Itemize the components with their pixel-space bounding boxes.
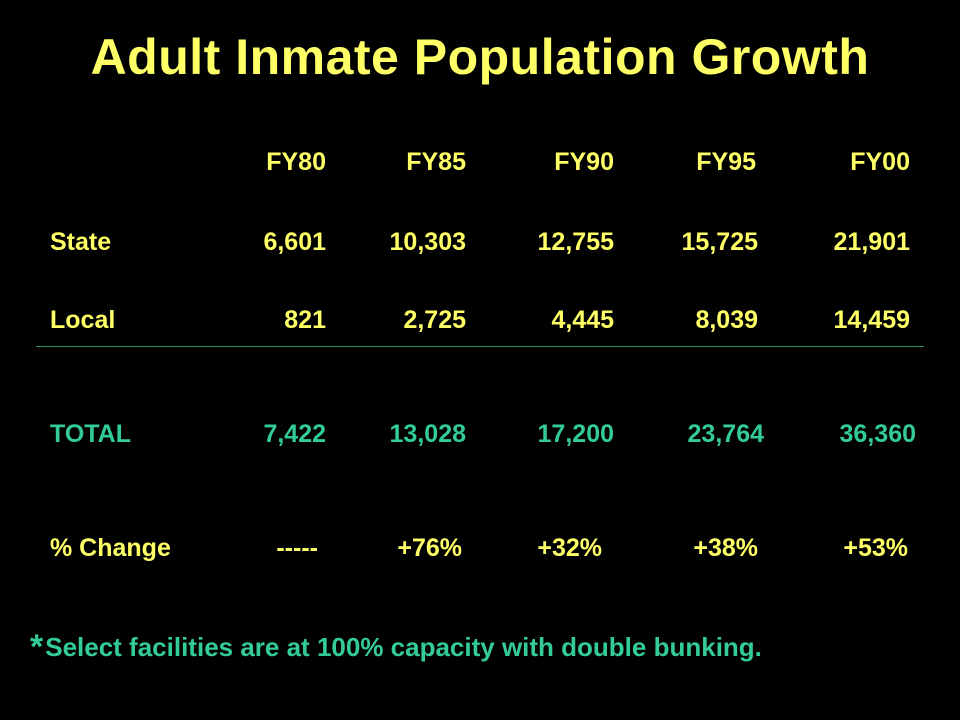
state-fy85-value: 10,303 [389,228,466,256]
state-fy90-value: 12,755 [537,228,614,256]
local-fy95-value: 8,039 [695,306,758,334]
change-fy00-value: +53% [843,534,908,562]
total-fy90-value: 17,200 [537,420,614,448]
column-header-fy80: FY80 [266,148,326,176]
column-header-fy95: FY95 [696,148,756,176]
footnote-asterisk: * [30,628,44,666]
row-label-local: Local [50,306,116,334]
local-fy90-value: 4,445 [551,306,614,334]
change-fy95-value: +38% [693,534,758,562]
column-header-fy00: FY00 [850,148,910,176]
total-fy80-value: 7,422 [263,420,326,448]
row-label-state: State [50,228,112,256]
local-fy00-value: 14,459 [833,306,910,334]
state-fy80-value: 6,601 [263,228,326,256]
row-label-total: TOTAL [50,420,132,448]
column-header-fy90: FY90 [554,148,614,176]
column-header-fy85: FY85 [406,148,466,176]
row-label-percent-change: % Change [50,534,171,562]
change-fy85-value: +76% [397,534,462,562]
slide-title: Adult Inmate Population Growth [90,29,870,85]
state-fy00-value: 21,901 [833,228,910,256]
footnote: *Select facilities are at 100% capacity … [30,628,940,667]
total-fy00-value: 36,360 [839,420,916,448]
local-fy80-value: 821 [284,306,326,334]
local-fy85-value: 2,725 [403,306,466,334]
total-divider-line [36,346,924,347]
change-fy90-value: +32% [537,534,602,562]
total-fy85-value: 13,028 [389,420,466,448]
change-fy80-value: ----- [276,534,318,562]
state-fy95-value: 15,725 [681,228,758,256]
footnote-text: Select facilities are at 100% capacity w… [45,632,762,662]
total-fy95-value: 23,764 [687,420,764,448]
